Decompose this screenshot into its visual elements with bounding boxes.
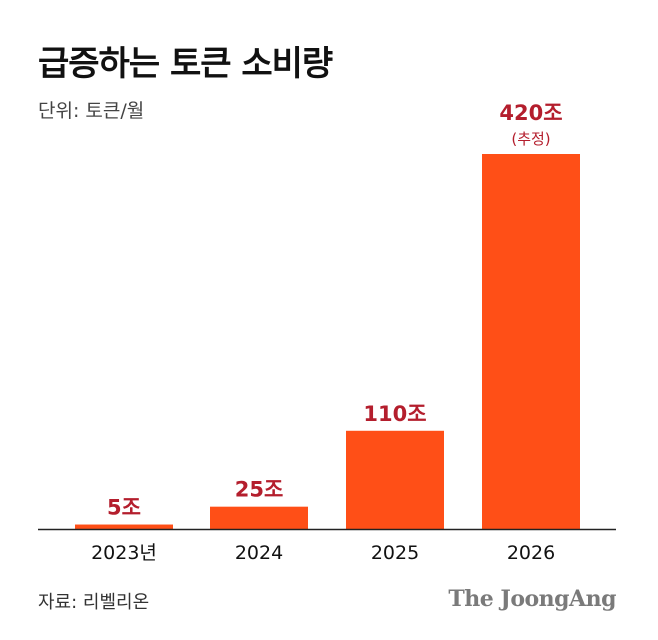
x-tick-label-2: 2024 xyxy=(235,542,283,564)
annotation-label-4: (추정) xyxy=(511,130,550,148)
value-label-3: 110조 xyxy=(363,402,426,426)
brand-logo: The JoongAng xyxy=(448,586,616,612)
chart-title: 급증하는 토큰 소비량 xyxy=(38,44,333,84)
bar-1 xyxy=(75,524,173,529)
bar-4 xyxy=(482,154,580,529)
labels-group: 5조 2023년 25조 2024 110조 2025 420조 (추정) 2026 xyxy=(91,101,563,564)
value-label-2: 25조 xyxy=(235,478,284,502)
unit-label: 단위: 토큰/월 xyxy=(38,100,145,122)
value-label-4: 420조 xyxy=(499,101,562,125)
x-tick-label-4: 2026 xyxy=(507,542,555,564)
bar-3 xyxy=(346,430,444,529)
x-tick-label-3: 2025 xyxy=(371,542,419,564)
bars-group xyxy=(75,154,580,529)
x-tick-label-1: 2023년 xyxy=(91,542,157,564)
bar-2 xyxy=(210,506,308,529)
value-label-1: 5조 xyxy=(107,496,141,520)
source-label: 자료: 리벨리온 xyxy=(38,592,150,613)
